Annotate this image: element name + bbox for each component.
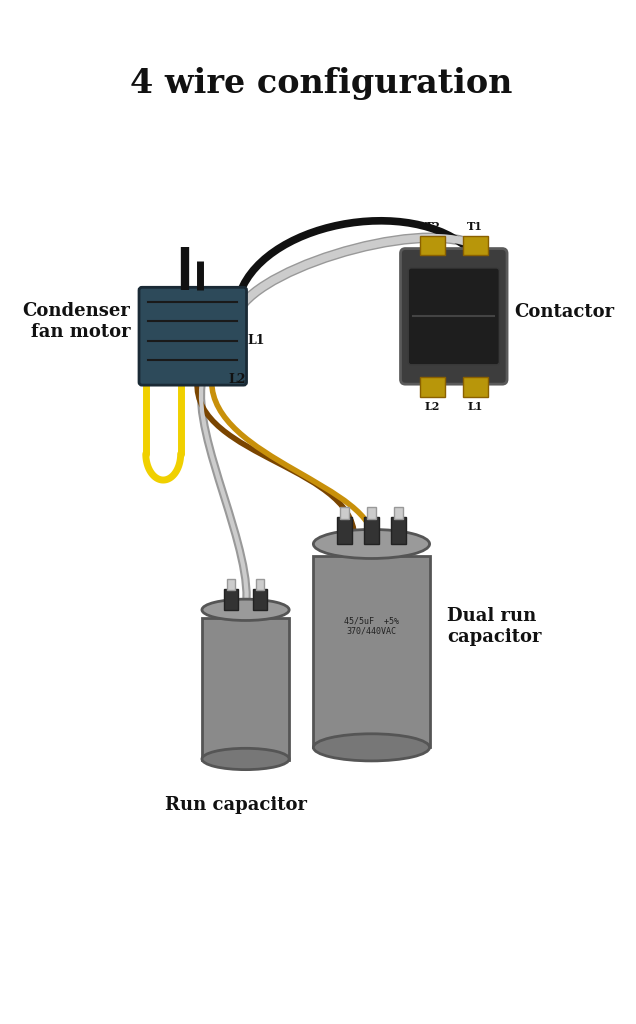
FancyBboxPatch shape bbox=[401, 249, 507, 384]
Text: T2: T2 bbox=[425, 221, 440, 232]
Text: Condenser
fan motor: Condenser fan motor bbox=[22, 302, 130, 341]
Bar bbox=[462, 378, 488, 396]
Text: L2: L2 bbox=[228, 373, 245, 386]
Bar bbox=[394, 507, 403, 519]
Ellipse shape bbox=[202, 749, 289, 770]
Text: L1: L1 bbox=[247, 334, 265, 347]
Bar bbox=[253, 589, 267, 610]
Text: 45/5uF  +5%
370/440VAC: 45/5uF +5% 370/440VAC bbox=[344, 616, 399, 636]
Ellipse shape bbox=[314, 734, 429, 761]
Bar bbox=[364, 517, 379, 544]
Text: Run capacitor: Run capacitor bbox=[165, 796, 307, 814]
Bar bbox=[366, 507, 377, 519]
Ellipse shape bbox=[314, 529, 429, 558]
Ellipse shape bbox=[202, 599, 289, 621]
Text: T1: T1 bbox=[467, 221, 483, 232]
Text: L2: L2 bbox=[425, 400, 440, 412]
Bar bbox=[227, 579, 235, 591]
Text: L1: L1 bbox=[467, 400, 483, 412]
Text: Dual run
capacitor: Dual run capacitor bbox=[447, 607, 541, 646]
Bar bbox=[420, 236, 445, 255]
Bar bbox=[225, 589, 238, 610]
Bar bbox=[336, 517, 352, 544]
Bar bbox=[462, 236, 488, 255]
Bar bbox=[391, 517, 406, 544]
FancyBboxPatch shape bbox=[139, 288, 247, 385]
Bar bbox=[256, 579, 264, 591]
Bar bbox=[202, 617, 289, 760]
Text: 4 wire configuration: 4 wire configuration bbox=[130, 68, 512, 100]
FancyBboxPatch shape bbox=[408, 268, 499, 365]
Text: Contactor: Contactor bbox=[514, 302, 614, 321]
Bar bbox=[340, 507, 349, 519]
Bar bbox=[314, 556, 429, 748]
Bar bbox=[420, 378, 445, 396]
